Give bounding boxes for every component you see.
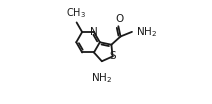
Text: S: S	[109, 51, 116, 61]
Text: CH$_3$: CH$_3$	[66, 7, 86, 20]
Text: NH$_2$: NH$_2$	[91, 72, 112, 85]
Text: NH$_2$: NH$_2$	[135, 25, 157, 39]
Text: N: N	[90, 27, 98, 37]
Text: O: O	[115, 14, 124, 24]
